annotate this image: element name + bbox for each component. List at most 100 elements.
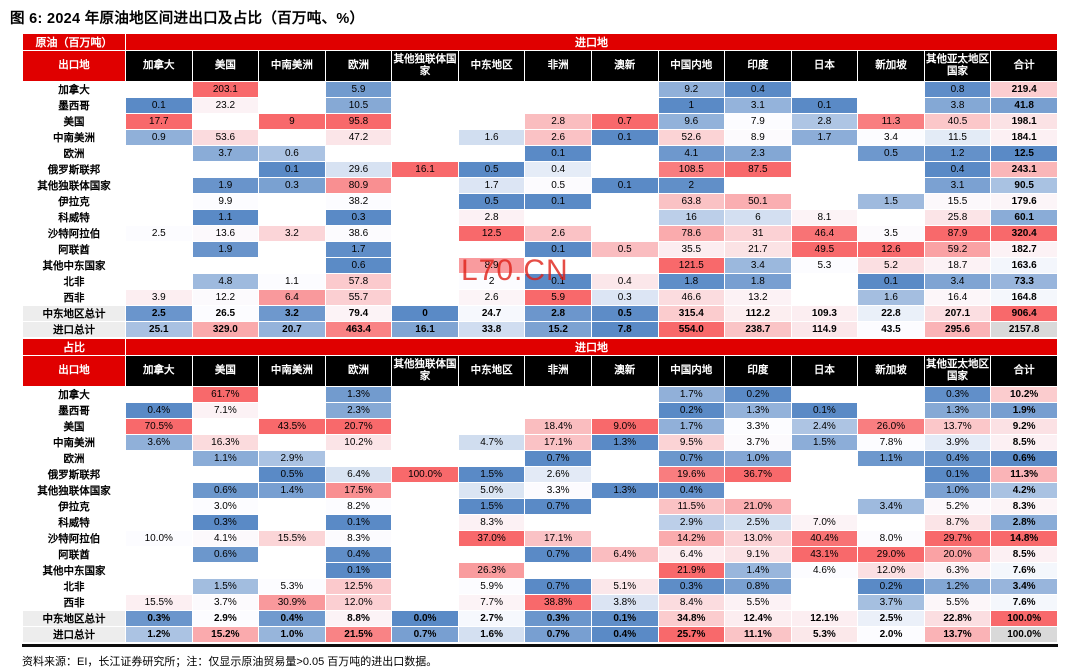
value-cell: 1.6% [457, 626, 526, 643]
value-cell [857, 482, 925, 499]
value-cell [258, 562, 326, 579]
value-cell: 17.7 [125, 113, 193, 130]
value-cell [391, 530, 459, 547]
value-cell: 0.1 [590, 177, 659, 194]
row-label: 其他独联体国家 [22, 482, 126, 499]
value-cell: 23.2 [191, 97, 260, 114]
value-cell [590, 161, 659, 178]
row-label: 伊拉克 [22, 193, 126, 210]
value-cell: 25.8 [923, 209, 992, 226]
table-row: 西非 15.5% 3.7% 30.9% 12.0% 7.7% 38.8% 3.8% 8.4% 5.… [22, 594, 1058, 611]
value-cell [590, 81, 659, 98]
row-label: 欧洲 [22, 145, 126, 162]
volume-table-container: 原油（百万吨） 进口地 出口地 加拿大 美国 中南美洲 欧洲 其他独联体国家 中东地区 非洲 澳新中… [22, 33, 1058, 338]
value-cell [790, 193, 859, 210]
table-row: 北非 1.5% 5.3% 12.5% 5.9% 0.7% 5.1% 0.3% 0.8% 0.2% 1… [22, 578, 1058, 595]
value-cell: 121.5 [657, 257, 726, 274]
value-cell: 3.9% [923, 434, 992, 451]
value-cell: 11.1% [724, 626, 792, 643]
row-label: 其他中东国家 [22, 562, 126, 579]
value-cell: 3.4 [724, 257, 792, 274]
value-cell [258, 129, 326, 146]
value-cell: 0.8% [724, 578, 792, 595]
row-label: 其他独联体国家 [22, 177, 126, 194]
value-cell [857, 161, 925, 178]
value-cell: 87.9 [923, 225, 992, 242]
column-header: 中南美洲 [258, 355, 326, 387]
table-row: 西非 3.9 12.2 6.4 55.7 2.6 5.9 0.3 46.6 13.2 1.6 16.4… [22, 289, 1058, 306]
value-cell: 0.8 [923, 81, 992, 98]
value-cell: 40.4% [790, 530, 859, 547]
table-row: 俄罗斯联邦 0.5% 6.4% 100.0% 1.5% 2.6% 19.6% 36.7% 0.1… [22, 466, 1058, 483]
table-row: 中南美洲 3.6% 16.3% 10.2% 4.7% 17.1% 1.3% 9.5% 3.7% 1… [22, 434, 1058, 451]
row-label: 阿联酋 [22, 546, 126, 563]
value-cell: 16.4 [923, 289, 992, 306]
column-header: 欧洲 [324, 50, 393, 82]
value-cell: 5.1% [590, 578, 659, 595]
value-cell [391, 177, 459, 194]
value-cell: 3.8% [590, 594, 659, 611]
row-label: 中南美洲 [22, 129, 126, 146]
value-cell: 50.1 [724, 193, 792, 210]
value-cell: 1.9 [191, 241, 260, 258]
value-cell [324, 450, 393, 467]
value-cell: 17.1% [524, 530, 592, 547]
value-cell [125, 450, 193, 467]
value-cell [391, 113, 459, 130]
value-cell: 0.1 [524, 145, 592, 162]
table-row: 其他独联体国家 1.9 0.3 80.9 1.7 0.5 0.1 2 3.1 90.5 [22, 177, 1058, 194]
value-cell: 0.3% [125, 610, 193, 627]
value-cell: 1.5% [790, 434, 859, 451]
value-cell [391, 594, 459, 611]
value-cell: 0.1 [590, 129, 659, 146]
value-cell: 37.0% [457, 530, 526, 547]
value-cell: 207.1 [923, 305, 992, 322]
column-header: 中东地区 [457, 50, 526, 82]
column-header: 欧洲 [324, 355, 393, 387]
value-cell [590, 209, 659, 226]
value-cell: 24.7 [457, 305, 526, 322]
value-cell: 12.5 [990, 145, 1058, 162]
value-cell: 1.7 [790, 129, 859, 146]
value-cell [125, 177, 193, 194]
value-cell: 16.3% [191, 434, 260, 451]
value-cell: 13.7% [923, 418, 992, 435]
row-label: 西非 [22, 594, 126, 611]
value-cell [457, 386, 526, 403]
column-header: 加拿大 [125, 355, 193, 387]
value-cell: 0.7% [524, 498, 592, 515]
column-header: 日本 [790, 50, 859, 82]
value-cell [125, 578, 193, 595]
value-cell: 3.6% [125, 434, 193, 451]
table-row: 欧洲 1.1% 2.9% 0.7% 0.7% 1.0% 1.1% 0.4% 0.6% [22, 450, 1058, 467]
value-cell: 243.1 [990, 161, 1058, 178]
value-cell: 203.1 [191, 81, 260, 98]
value-cell: 1.7% [657, 418, 726, 435]
value-cell: 61.7% [191, 386, 260, 403]
value-cell: 7.6% [990, 562, 1058, 579]
column-header: 合计 [990, 50, 1058, 82]
value-cell: 114.9 [790, 321, 859, 338]
value-cell: 36.7% [724, 466, 792, 483]
value-cell [125, 161, 193, 178]
table-row: 加拿大 203.1 5.9 9.2 0.4 0.8 219.4 [22, 81, 1058, 98]
value-cell: 0.6% [191, 546, 260, 563]
value-cell: 12.4% [724, 610, 792, 627]
value-cell: 90.5 [990, 177, 1058, 194]
value-cell: 12.0% [324, 594, 393, 611]
value-cell: 26.5 [191, 305, 260, 322]
value-cell: 0.6% [191, 482, 260, 499]
row-label: 进口总计 [22, 626, 126, 643]
value-cell: 1.8 [724, 273, 792, 290]
value-cell [258, 97, 326, 114]
value-cell [590, 402, 659, 419]
table-row: 伊拉克 3.0% 8.2% 1.5% 0.7% 11.5% 21.0% 3.4% 5.2% 8.3… [22, 498, 1058, 515]
value-cell: 0.7% [524, 626, 592, 643]
row-label: 加拿大 [22, 81, 126, 98]
value-cell: 100.0% [990, 626, 1058, 643]
table-row: 中东地区总计 0.3% 2.9% 0.4% 8.8% 0.0% 2.7% 0.3% 0.1% 34… [22, 610, 1058, 627]
value-cell [391, 562, 459, 579]
value-cell [391, 241, 459, 258]
column-header: 日本 [790, 355, 859, 387]
value-cell: 0.7% [524, 450, 592, 467]
